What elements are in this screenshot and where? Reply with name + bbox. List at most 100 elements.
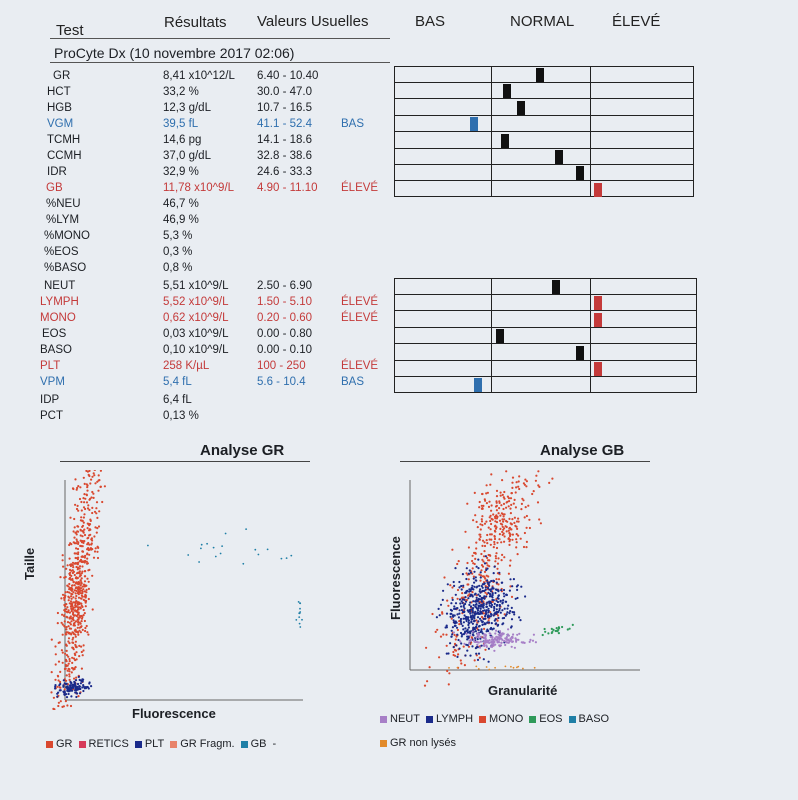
scatter-point <box>77 633 80 636</box>
scatter-point <box>446 583 449 586</box>
scatter-point <box>474 592 477 595</box>
scatter-point <box>503 535 506 538</box>
scatter-point <box>507 505 510 508</box>
scatter-point <box>484 586 487 589</box>
scatter-point <box>551 630 554 633</box>
scatter-point <box>467 635 470 638</box>
scatter-point <box>79 614 82 618</box>
scatter-point <box>538 485 541 488</box>
scatter-point <box>488 621 491 624</box>
scatter-point <box>92 492 95 495</box>
scatter-point <box>512 633 515 636</box>
scatter-point <box>89 482 92 485</box>
legend-label: GB <box>250 738 267 750</box>
scatter-point <box>469 589 472 593</box>
scatter-point <box>501 609 504 612</box>
scatter-point <box>78 655 81 658</box>
scatter-point <box>502 532 505 535</box>
scatter-point <box>75 589 78 592</box>
scatter-point <box>457 560 460 563</box>
scatter-point <box>224 532 227 535</box>
scatter-point <box>519 537 522 540</box>
scatter-point <box>74 659 77 662</box>
scatter-point <box>86 557 89 560</box>
bar-row <box>395 279 696 295</box>
scatter-point <box>65 628 68 631</box>
scatter-point <box>473 640 476 643</box>
scatter-point <box>468 603 471 606</box>
scatter-point <box>68 602 71 605</box>
scatter-point <box>501 581 504 584</box>
scatter-point <box>484 591 487 594</box>
scatter-point <box>552 628 555 631</box>
scatter-point <box>68 668 71 671</box>
gb-legend: NEUT LYMPH MONO EOS BASO <box>380 713 615 725</box>
scatter-point <box>495 495 499 498</box>
scatter-point <box>453 624 456 627</box>
scatter-point <box>443 576 446 579</box>
scatter-point <box>81 585 84 588</box>
scatter-point <box>242 562 245 565</box>
scatter-point <box>462 596 465 599</box>
gb-xlabel: Granularité <box>488 683 558 698</box>
scatter-point <box>478 633 481 636</box>
scatter-point <box>99 485 102 488</box>
scatter-point <box>450 617 453 620</box>
scatter-point <box>59 686 62 689</box>
scatter-point <box>512 578 515 581</box>
scatter-point <box>515 481 518 484</box>
scatter-point <box>77 525 80 528</box>
row-test-name: GB <box>46 182 63 194</box>
scatter-point <box>475 541 478 544</box>
gr-ylabel: Taille <box>22 547 37 580</box>
scatter-point <box>69 564 72 568</box>
bar-row <box>395 83 693 100</box>
scatter-point <box>460 622 463 625</box>
scatter-point <box>463 631 466 634</box>
scatter-point <box>83 595 86 598</box>
scatter-point <box>498 609 501 612</box>
scatter-point <box>82 531 85 534</box>
scatter-point <box>64 610 67 613</box>
scatter-point <box>468 569 471 572</box>
scatter-point <box>495 608 498 611</box>
scatter-point <box>77 695 80 698</box>
scatter-point <box>488 632 491 635</box>
row-range: 30.0 - 47.0 <box>257 86 312 98</box>
scatter-point <box>450 629 453 632</box>
scatter-point <box>478 500 481 504</box>
scatter-point <box>525 546 528 549</box>
scatter-point <box>497 594 500 597</box>
scatter-point <box>471 559 474 563</box>
scatter-point <box>476 585 479 588</box>
scatter-point <box>522 545 526 549</box>
scatter-point <box>82 506 86 509</box>
scatter-point <box>512 666 515 669</box>
scatter-point <box>504 643 507 647</box>
scatter-point <box>76 547 80 551</box>
scatter-point <box>469 639 472 643</box>
scatter-point <box>82 689 85 693</box>
scatter-point <box>76 504 79 507</box>
scatter-point <box>82 476 85 479</box>
scatter-point <box>507 628 510 631</box>
scatter-point <box>66 584 69 587</box>
scatter-point <box>515 639 518 642</box>
scatter-point <box>507 497 511 500</box>
row-flag: ÉLEVÉ <box>341 360 379 372</box>
scatter-point <box>500 559 503 562</box>
scatter-point <box>72 566 75 569</box>
scatter-point <box>510 528 513 531</box>
scatter-point <box>544 630 547 633</box>
scatter-point <box>503 540 506 543</box>
scatter-point <box>83 482 86 485</box>
scatter-point <box>488 592 491 595</box>
scatter-point <box>495 526 498 529</box>
scatter-point <box>72 636 75 639</box>
scatter-point <box>469 632 472 635</box>
scatter-point <box>491 593 494 597</box>
scatter-point <box>74 633 77 636</box>
scatter-point <box>465 632 468 635</box>
scatter-point <box>481 558 484 561</box>
scatter-point <box>501 553 504 556</box>
